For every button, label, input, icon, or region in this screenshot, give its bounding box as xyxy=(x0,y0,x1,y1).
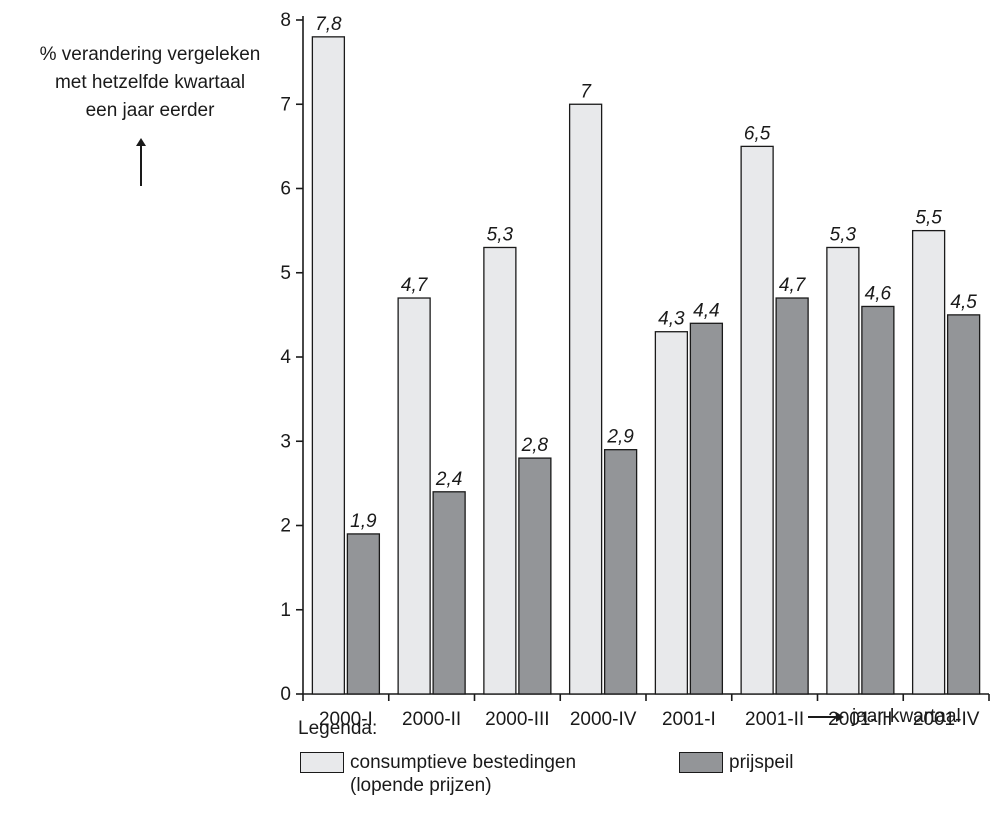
data-label: 2,8 xyxy=(521,435,549,456)
up-arrow-icon xyxy=(136,138,146,186)
bar-consumptieve-bestedingen xyxy=(740,145,774,695)
y-tick-label: 4 xyxy=(280,347,291,368)
bar-prijspeil xyxy=(689,322,724,695)
legend-swatch-dark xyxy=(679,752,723,773)
data-label: 7 xyxy=(580,81,592,102)
data-label: 4,4 xyxy=(693,300,719,321)
value-labels: 7,8 1,9 4,7 2,4 5,3 2,8 7 2,9 4,3 4,4 6,5 4,7 5,3 4,6… xyxy=(315,14,977,532)
bar-consumptieve-bestedingen xyxy=(568,103,603,695)
data-label: 4,3 xyxy=(658,309,685,330)
bar-prijspeil xyxy=(603,449,638,695)
data-label: 4,7 xyxy=(779,275,807,296)
bar-prijspeil xyxy=(946,314,981,695)
y-tick-label: 3 xyxy=(280,431,291,452)
legend-item-label-line-2: (lopende prijzen) xyxy=(350,775,492,796)
legend-swatch-light xyxy=(300,752,344,773)
data-label: 5,3 xyxy=(830,224,857,245)
x-tick-label: 2000-III xyxy=(485,709,549,730)
right-arrow-icon xyxy=(808,712,844,722)
bars xyxy=(311,36,981,695)
x-axis-label: jaar-kwartaal xyxy=(808,706,961,728)
x-tick-label: 2000-II xyxy=(402,709,461,730)
data-label: 6,5 xyxy=(744,123,771,144)
bar-prijspeil xyxy=(861,305,895,695)
data-label: 4,6 xyxy=(865,283,892,304)
y-tick-label: 1 xyxy=(280,600,291,621)
bar-prijspeil xyxy=(775,297,809,695)
legend-item-consumptieve-bestedingen: consumptieve bestedingen (lopende prijze… xyxy=(300,751,576,797)
legend-title: Legenda: xyxy=(298,718,378,739)
x-tick-label: 2001-III xyxy=(828,709,892,730)
axes: 0 1 2 3 4 5 6 7 8 2000-I 2000-II 2000-III 2000-IV 200… xyxy=(280,10,990,730)
data-label: 4,7 xyxy=(401,275,429,296)
y-tick-label: 7 xyxy=(280,94,291,115)
bar-consumptieve-bestedingen xyxy=(397,297,431,695)
y-tick-label: 6 xyxy=(280,179,291,200)
bar-consumptieve-bestedingen xyxy=(911,229,946,695)
bar-consumptieve-bestedingen xyxy=(826,246,860,695)
legend-item-prijspeil: prijspeil xyxy=(679,751,793,774)
x-tick-label: 2001-I xyxy=(662,709,716,730)
y-tick-label: 2 xyxy=(280,516,291,537)
bar-consumptieve-bestedingen xyxy=(311,36,346,695)
data-label: 7,8 xyxy=(315,14,342,35)
bar-prijspeil xyxy=(432,491,466,695)
x-tick-label: 2001-II xyxy=(745,709,804,730)
y-tick-label: 5 xyxy=(280,263,291,284)
x-axis-label-text: jaar-kwartaal xyxy=(852,706,961,727)
y-tick-label: 8 xyxy=(280,10,291,31)
y-axis-label-line-2: met hetzelfde kwartaal xyxy=(54,72,246,93)
data-label: 2,9 xyxy=(606,427,634,448)
bar-consumptieve-bestedingen xyxy=(654,331,689,695)
x-tick-label: 2000-IV xyxy=(570,709,637,730)
legend-item-label-line-1: consumptieve bestedingen xyxy=(350,752,577,773)
data-label: 4,5 xyxy=(950,292,977,313)
legend-item-label: prijspeil xyxy=(729,752,794,773)
data-label: 5,3 xyxy=(487,224,514,245)
data-label: 2,4 xyxy=(435,469,462,490)
y-axis-label-line-3: een jaar eerder xyxy=(85,100,215,121)
legend-item-label: consumptieve bestedingen (lopende prijze… xyxy=(350,751,576,797)
data-label: 1,9 xyxy=(350,511,377,532)
bar-prijspeil xyxy=(346,533,381,695)
y-tick-label: 0 xyxy=(280,684,291,705)
y-axis-label-line-1: % verandering vergeleken xyxy=(39,44,261,65)
x-tick-label: 2000-I xyxy=(319,709,373,730)
bar-prijspeil xyxy=(518,457,552,695)
data-label: 5,5 xyxy=(915,208,942,229)
x-tick-label: 2001-IV xyxy=(913,709,980,730)
bar-consumptieve-bestedingen xyxy=(483,246,517,695)
